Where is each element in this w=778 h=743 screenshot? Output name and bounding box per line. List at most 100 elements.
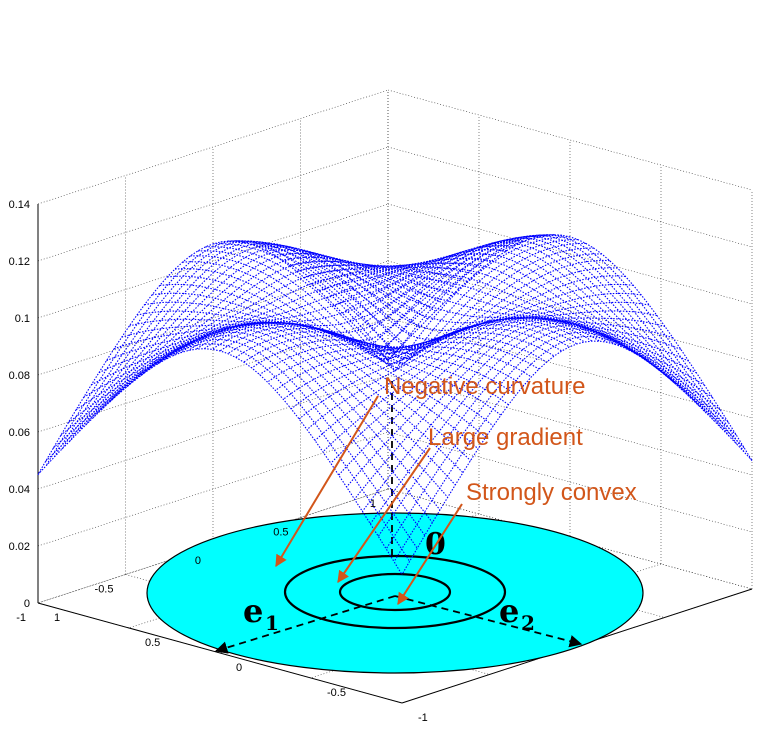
surface-line (152, 292, 517, 396)
surface-line (113, 322, 479, 450)
surface-line (219, 236, 571, 372)
wall-gridline (37, 146, 389, 262)
surface-line (334, 245, 700, 406)
surface-line (346, 319, 697, 488)
wall-gridline (37, 260, 389, 376)
wall-gridline (37, 317, 389, 433)
y-tick-label: -0.5 (327, 687, 346, 699)
surface-line (243, 247, 594, 363)
surface-line (267, 267, 618, 383)
contour-disk (146, 376, 644, 674)
z-tick-label: 0.14 (9, 199, 30, 211)
surface-line (116, 260, 468, 396)
surface-line (306, 310, 658, 431)
e2-subscript: 2 (521, 611, 535, 635)
surface-line (298, 301, 650, 420)
surface-line (69, 242, 421, 442)
x-tick-label: 1 (370, 498, 376, 510)
surface-line (92, 249, 444, 418)
x-tick-label: -1 (16, 612, 26, 624)
surface-line (220, 241, 585, 360)
z-tick-label: 0.12 (9, 256, 30, 268)
surface-line (180, 238, 531, 354)
surface-line (83, 326, 449, 498)
surface-line (311, 257, 677, 385)
surface-line (190, 255, 555, 357)
z-tick-label: 0 (24, 598, 30, 610)
surface-line (393, 335, 745, 562)
z-tick-label: 0.06 (9, 427, 30, 439)
surface-line (266, 249, 631, 352)
z-tick-label: 0.08 (9, 370, 30, 382)
surface-line (45, 343, 411, 562)
surface-line (174, 268, 540, 370)
e2-axis-arrow (394, 595, 583, 648)
surface-line (159, 283, 524, 386)
surface-line (228, 240, 593, 350)
e1-subscript: 1 (265, 611, 279, 635)
y-tick-label: 0 (236, 662, 242, 674)
surface-line (91, 324, 456, 486)
e2-label: e (499, 592, 519, 630)
x-tick-label: 0 (195, 555, 201, 567)
surface-line (37, 348, 403, 575)
annotation-arrow (337, 447, 431, 583)
surface-line (401, 340, 753, 575)
surface-line (144, 301, 509, 406)
surface-line (129, 318, 494, 427)
surface-line (53, 240, 405, 458)
surface-line (68, 331, 433, 523)
e1-label: e (243, 592, 263, 630)
x-tick-label: 0.5 (273, 527, 288, 539)
surface-line (124, 264, 476, 389)
surface-line (227, 239, 578, 365)
surface-mesh (37, 234, 753, 575)
surface-line (196, 234, 547, 350)
surface-line (98, 323, 464, 474)
surface-line (136, 310, 502, 416)
surface-line (108, 256, 460, 403)
z-tick-label: 0.04 (9, 484, 30, 496)
y-tick-label: 1 (54, 612, 60, 624)
wall-gridline (37, 374, 389, 490)
e1-axis-arrow (214, 595, 396, 654)
surface-line (61, 241, 413, 450)
floor-gridline (37, 488, 389, 604)
surface-line (330, 317, 681, 464)
annotation-label: Strongly convex (466, 479, 637, 506)
surface-line (364, 235, 730, 437)
surface-line (121, 321, 487, 438)
surface-line (45, 240, 397, 467)
inner-ring (338, 572, 452, 612)
surface-line (369, 325, 721, 525)
surface-line (205, 246, 570, 365)
surface-line (259, 259, 610, 376)
disk-fill (146, 512, 644, 674)
surface-line (212, 243, 578, 372)
middle-ring (283, 554, 507, 630)
wall-gridline (37, 431, 389, 547)
z-tick-label: 0.1 (15, 313, 30, 325)
surface-line (322, 317, 674, 453)
surface-line (211, 234, 563, 361)
surface-line (197, 250, 563, 360)
annotation-arrow (275, 395, 379, 568)
axis-tick-labels: 0 0.02 0.04 0.06 0.08 0.1 0.12 0.14 -1 -0.5 0 0.5 1 -… (9, 199, 535, 724)
annotation-label: Large gradient (428, 424, 583, 451)
wall-gridline (37, 488, 389, 604)
surface-line (132, 262, 484, 383)
surface-line (354, 320, 705, 500)
x-tick-label: -0.5 (95, 584, 114, 596)
surface-line (380, 234, 745, 453)
y-tick-label: 0.5 (145, 637, 160, 649)
wall-gridline (37, 203, 389, 319)
y-tick-label: -1 (418, 712, 428, 724)
wall-gridline (37, 89, 389, 205)
surface-line (288, 260, 654, 366)
annotation-arrow (397, 503, 463, 606)
z-tick-label: 0.02 (9, 541, 30, 553)
surface-line (235, 242, 586, 360)
annotation-label: Negative curvature (384, 373, 585, 400)
